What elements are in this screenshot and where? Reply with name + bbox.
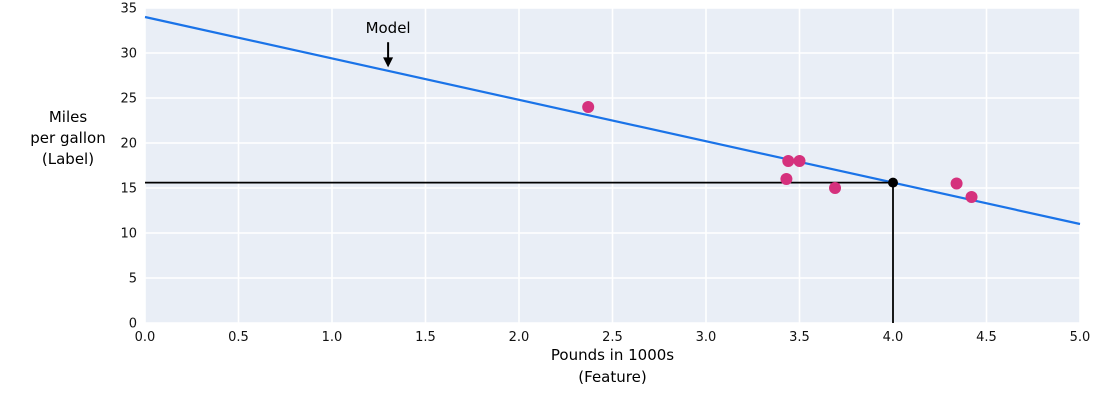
model-annotation-label: Model: [366, 19, 411, 37]
y-tick-label: 35: [120, 2, 137, 17]
data-point: [950, 177, 963, 190]
x-tick-label: 4.0: [883, 330, 904, 345]
y-tick-label: 0: [129, 317, 137, 332]
y-tick-label: 15: [120, 182, 137, 197]
x-tick-label: 5.0: [1070, 330, 1091, 345]
x-tick-label: 1.0: [322, 330, 343, 345]
y-tick-label: 20: [120, 137, 137, 152]
model-annotation-arrowhead: [383, 57, 394, 68]
model-line: [144, 15, 1081, 226]
x-tick-label: 3.5: [789, 330, 810, 345]
data-point: [582, 101, 595, 113]
y-tick-label: 25: [120, 92, 137, 107]
x-tick-label: 0.5: [228, 330, 249, 345]
data-point: [829, 182, 842, 194]
x-tick-label: 1.5: [415, 330, 436, 345]
x-tick-label: 0.0: [135, 330, 156, 345]
data-point: [780, 173, 793, 185]
y-tick-label: 10: [120, 227, 137, 242]
data-point: [793, 155, 806, 167]
x-tick-label: 2.0: [509, 330, 530, 345]
x-tick-label: 3.0: [696, 330, 717, 345]
data-point: [965, 191, 978, 203]
x-axis-label: Pounds in 1000s (Feature): [550, 346, 675, 386]
x-tick-label: 2.5: [602, 330, 623, 345]
data-point: [782, 155, 795, 167]
y-axis-label: Miles per gallon (Label): [30, 108, 106, 168]
y-tick-label: 30: [120, 47, 137, 62]
y-tick-label: 5: [129, 272, 137, 287]
prediction-point: [888, 177, 898, 188]
x-tick-label: 4.5: [976, 330, 997, 345]
